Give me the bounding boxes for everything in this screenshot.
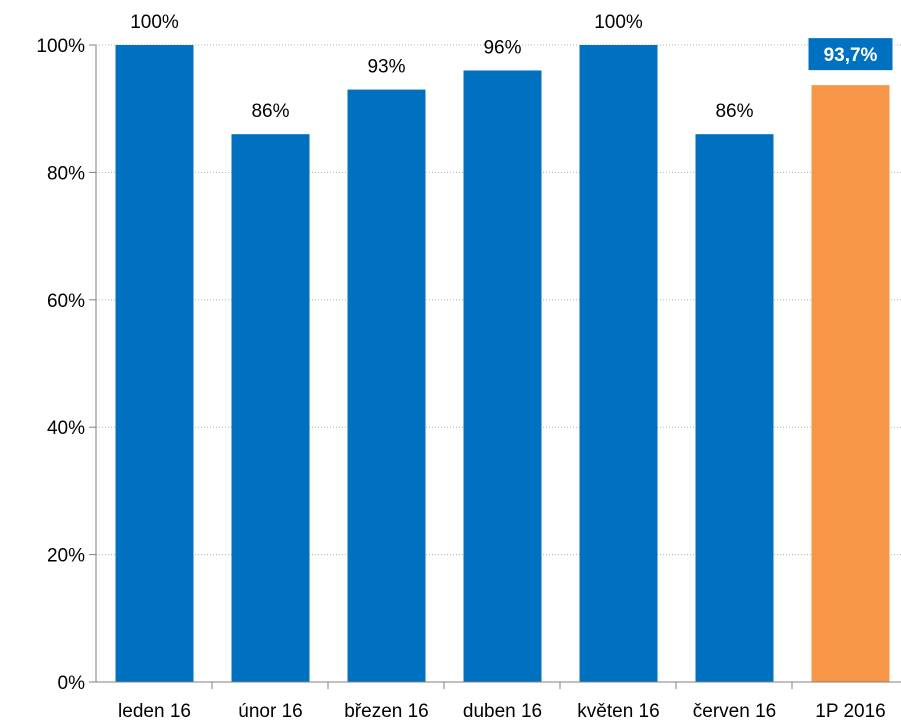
y-tick-label: 100% — [36, 36, 85, 57]
x-tick-label: duben 16 — [463, 701, 542, 722]
y-tick-label: 40% — [47, 418, 85, 439]
labels: 0% 20% 40% 60% 80% 100% leden 16 100% únor 16 86%… — [36, 12, 893, 722]
highlight-label-box — [808, 38, 893, 71]
y-tick-label: 80% — [47, 163, 85, 184]
x-tick-label: 1P 2016 — [815, 701, 885, 722]
data-label: 86% — [251, 101, 289, 122]
bar — [463, 70, 542, 683]
x-tick-label: červen 16 — [693, 701, 776, 722]
bar — [695, 134, 774, 682]
bar — [115, 45, 194, 682]
data-label: 86% — [715, 101, 753, 122]
y-tick-label: 60% — [47, 291, 85, 312]
x-tick-label: leden 16 — [118, 701, 191, 722]
bar-highlight — [811, 85, 890, 683]
data-label: 93% — [367, 57, 405, 78]
x-tick-label: květen 16 — [577, 701, 659, 722]
data-label: 96% — [483, 37, 521, 58]
bar — [347, 89, 426, 683]
data-label: 93,7% — [824, 45, 878, 66]
y-tick-label: 20% — [47, 546, 85, 567]
bars — [115, 45, 890, 683]
y-tick-label: 0% — [58, 673, 86, 694]
data-label: 100% — [130, 12, 179, 33]
bar — [231, 134, 310, 682]
axes — [89, 44, 901, 689]
bar — [579, 45, 658, 682]
x-tick-label: únor 16 — [238, 701, 302, 722]
x-tick-label: březen 16 — [344, 701, 429, 722]
data-label: 100% — [594, 12, 643, 33]
